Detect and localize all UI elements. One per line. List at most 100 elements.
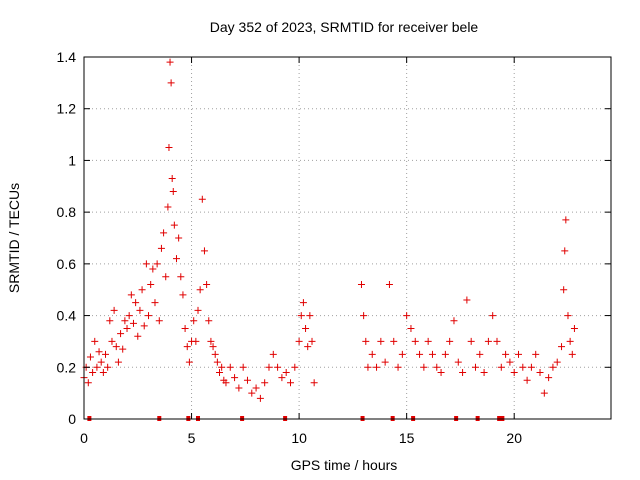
data-point	[506, 358, 514, 366]
data-point	[385, 281, 393, 289]
data-point	[291, 363, 299, 371]
data-point	[196, 286, 204, 294]
data-point	[549, 363, 557, 371]
data-point	[86, 353, 94, 361]
data-point	[299, 299, 307, 307]
data-point	[166, 58, 174, 66]
data-point	[568, 350, 576, 358]
grid-lines	[84, 57, 611, 419]
x-axis-label: GPS time / hours	[291, 457, 398, 473]
data-point	[136, 306, 144, 314]
y-tick-label: 0.6	[57, 256, 77, 272]
data-point	[147, 281, 155, 289]
y-tick-label: 1.4	[57, 49, 77, 65]
data-point	[177, 273, 185, 281]
data-point	[198, 195, 206, 203]
data-point	[428, 350, 436, 358]
data-point	[437, 368, 445, 376]
data-point	[168, 175, 176, 183]
data-point	[306, 312, 314, 320]
data-point	[368, 350, 376, 358]
data-point	[119, 345, 127, 353]
y-tick-label: 1	[68, 152, 76, 168]
x-tick-label: 20	[506, 430, 522, 446]
data-point	[493, 337, 501, 345]
data-point	[181, 325, 189, 332]
data-point	[205, 317, 213, 325]
plot-frame	[83, 56, 612, 420]
x-tick-label: 10	[291, 430, 307, 446]
data-point	[450, 317, 458, 325]
data-point	[527, 363, 535, 371]
data-point	[558, 343, 566, 351]
data-point	[454, 358, 462, 366]
data-point	[167, 79, 175, 87]
data-point	[467, 337, 475, 345]
data-point	[403, 312, 411, 320]
data-point	[394, 363, 402, 371]
data-point	[157, 244, 165, 252]
data-point	[510, 368, 518, 376]
data-point	[446, 337, 454, 345]
data-point	[183, 343, 191, 351]
data-point	[239, 363, 247, 371]
data-point	[463, 296, 471, 304]
data-point	[97, 358, 105, 366]
data-point	[114, 358, 122, 366]
data-point	[310, 379, 318, 387]
data-point	[149, 265, 157, 273]
data-point	[269, 350, 277, 358]
data-point	[213, 358, 221, 366]
data-point	[373, 363, 381, 371]
data-point	[364, 363, 372, 371]
data-point	[138, 286, 146, 294]
data-point	[203, 281, 211, 289]
data-point	[192, 337, 200, 345]
data-point	[265, 363, 273, 371]
data-point	[282, 368, 290, 376]
data-point	[140, 322, 148, 330]
data-point	[484, 337, 492, 345]
data-point	[441, 350, 449, 358]
data-point	[211, 350, 219, 358]
data-point	[110, 306, 118, 314]
data-point	[121, 317, 129, 325]
data-point	[207, 337, 215, 345]
data-point	[519, 363, 527, 371]
y-tick-label: 0.4	[57, 308, 77, 324]
data-point	[117, 330, 125, 338]
data-point	[216, 368, 224, 376]
data-point	[129, 319, 137, 327]
x-tick-label: 15	[399, 430, 415, 446]
data-point	[256, 394, 264, 402]
y-tick-label: 0	[68, 411, 76, 427]
data-point	[209, 343, 217, 351]
data-point	[564, 312, 572, 320]
y-tick-label: 1.2	[57, 101, 77, 117]
data-point	[411, 337, 419, 345]
data-point	[155, 317, 163, 325]
data-point	[297, 312, 305, 320]
data-point	[553, 358, 561, 366]
data-point	[123, 325, 131, 332]
data-point	[248, 389, 256, 397]
data-point	[194, 306, 202, 314]
data-point	[190, 317, 198, 325]
data-point	[222, 379, 230, 387]
data-point	[95, 348, 103, 356]
data-point	[357, 281, 365, 289]
data-point	[153, 260, 161, 268]
x-tick-label: 0	[80, 430, 88, 446]
data-point	[497, 363, 505, 371]
data-point	[407, 325, 415, 332]
data-point	[179, 291, 187, 299]
data-point	[570, 325, 578, 332]
data-point	[545, 374, 553, 382]
chart-title: Day 352 of 2023, SRMTID for receiver bel…	[210, 19, 479, 35]
data-point	[566, 337, 574, 345]
data-point	[390, 337, 398, 345]
data-point	[420, 363, 428, 371]
axis-ticks: 0 0.2 0.4 0.6 0.8 1 1.2 1.4 0 5 10 15 20	[57, 49, 611, 446]
data-point	[561, 247, 569, 255]
data-point	[127, 291, 135, 299]
